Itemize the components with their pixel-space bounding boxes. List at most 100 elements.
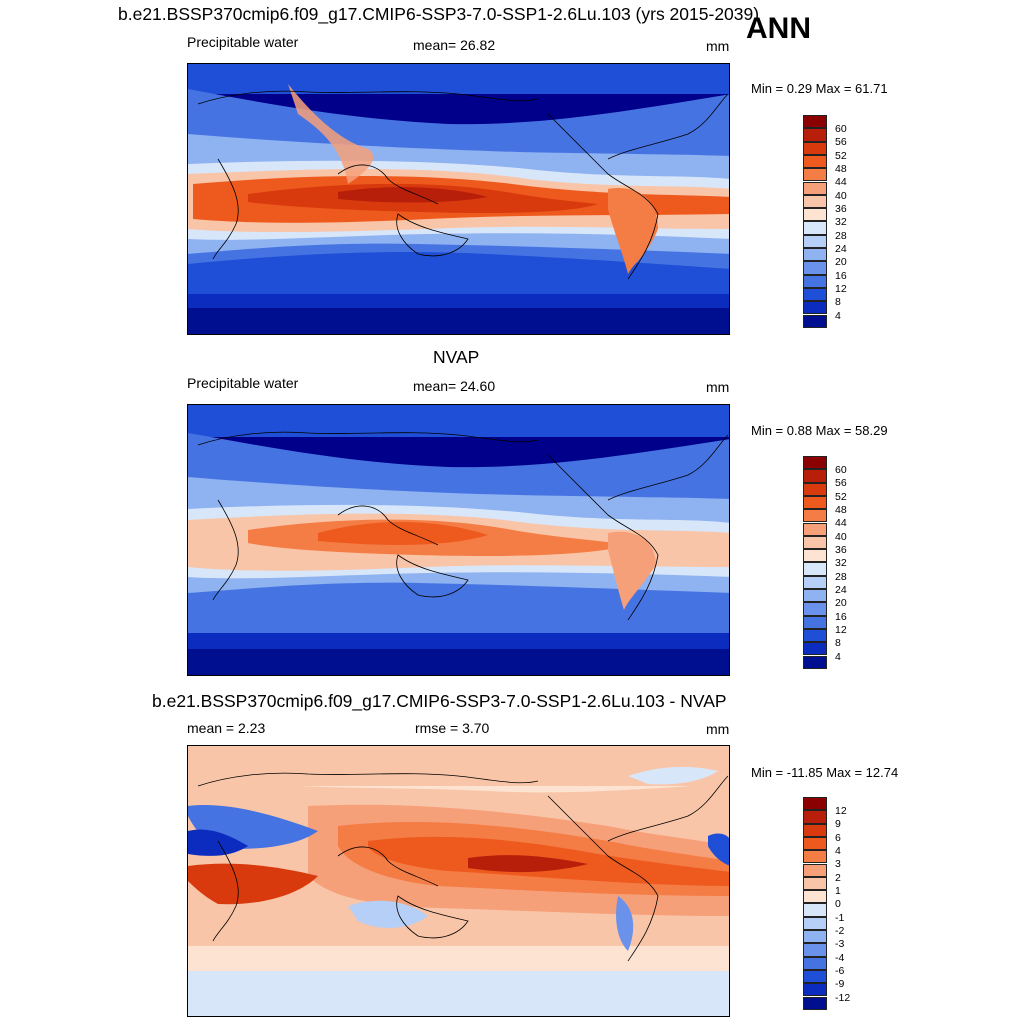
panel1-variable-label: Precipitable water	[187, 34, 299, 50]
colorbar-tick-label: 44	[835, 176, 847, 188]
colorbar-bin	[803, 850, 827, 864]
panel3-title: b.e21.BSSP370cmip6.f09_g17.CMIP6-SSP3-7.…	[152, 691, 727, 711]
colorbar-tick-label: -1	[835, 912, 845, 924]
colorbar-bin	[803, 181, 827, 195]
colorbar-bin	[803, 589, 827, 603]
colorbar-bin	[803, 234, 827, 248]
colorbar-tick-label: 8	[835, 637, 841, 649]
colorbar-tick-label: 2	[835, 872, 841, 884]
colorbar-bin	[803, 261, 827, 275]
colorbar-tick-label: 32	[835, 557, 847, 569]
colorbar-bin	[803, 274, 827, 288]
colorbar-bin	[803, 194, 827, 209]
colorbar-bin	[803, 602, 827, 616]
colorbar-bin	[803, 615, 827, 629]
colorbar-tick-label: 0	[835, 898, 841, 910]
colorbar-bin	[803, 115, 827, 129]
colorbar-tick-label: -4	[835, 952, 845, 964]
colorbar-bin	[803, 456, 827, 470]
colorbar-tick-label: 4	[835, 651, 841, 663]
colorbar-tick-label: 52	[835, 491, 847, 503]
colorbar-bin	[803, 916, 827, 930]
colorbar-tick-label: 1	[835, 885, 841, 897]
colorbar-bin	[803, 128, 827, 142]
colorbar-bin	[803, 535, 827, 550]
colorbar-tick-label: 28	[835, 230, 847, 242]
colorbar-tick-label: 36	[835, 203, 847, 215]
colorbar-bin	[803, 863, 827, 877]
panel2-map-field	[188, 405, 729, 675]
colorbar-bin	[803, 141, 827, 155]
colorbar-bin	[803, 983, 827, 997]
panel3-map-field	[188, 746, 729, 1016]
panel1-minmax: Min = 0.29 Max = 61.71	[751, 81, 888, 96]
colorbar-tick-label: 60	[835, 123, 847, 135]
colorbar-bin	[803, 562, 827, 576]
colorbar-tick-label: 20	[835, 597, 847, 609]
colorbar-tick-label: 12	[835, 805, 847, 817]
panel3-mean-label: mean = 2.23	[187, 720, 266, 736]
colorbar-bin	[803, 810, 827, 824]
colorbar-tick-label: -6	[835, 965, 845, 977]
colorbar-bin	[803, 301, 827, 315]
colorbar-tick-label: 9	[835, 818, 841, 830]
colorbar-tick-label: 24	[835, 243, 847, 255]
panel2-title: NVAP	[433, 347, 480, 367]
colorbar-bin	[803, 509, 827, 523]
panel2-minmax: Min = 0.88 Max = 58.29	[751, 423, 888, 438]
colorbar-tick-label: 16	[835, 270, 847, 282]
colorbar-tick-label: 36	[835, 544, 847, 556]
colorbar-tick-label: 48	[835, 504, 847, 516]
colorbar-tick-label: 12	[835, 283, 847, 295]
colorbar-bin	[803, 208, 827, 222]
panel3-map	[187, 745, 730, 1017]
colorbar-tick-label: 40	[835, 190, 847, 202]
colorbar-tick-label: 32	[835, 216, 847, 228]
panel1-map	[187, 63, 730, 335]
panel2-mean-label: mean= 24.60	[413, 378, 496, 394]
colorbar-bin	[803, 168, 827, 182]
colorbar-bin	[803, 549, 827, 563]
colorbar-tick-label: 56	[835, 136, 847, 148]
colorbar-tick-label: 20	[835, 256, 847, 268]
colorbar-bin	[803, 482, 827, 496]
colorbar-bin	[803, 314, 827, 328]
colorbar-bin	[803, 642, 827, 656]
colorbar-bin	[803, 221, 827, 235]
colorbar-tick-label: 16	[835, 611, 847, 623]
colorbar-tick-label: 6	[835, 832, 841, 844]
colorbar-tick-label: 4	[835, 845, 841, 857]
colorbar-tick-label: -9	[835, 978, 845, 990]
colorbar-tick-label: 40	[835, 531, 847, 543]
colorbar-tick-label: -3	[835, 938, 845, 950]
colorbar-bin	[803, 495, 827, 510]
colorbar-tick-label: 12	[835, 624, 847, 636]
panel1-units-label: mm	[706, 38, 730, 54]
panel2-map	[187, 404, 730, 676]
colorbar-bin	[803, 890, 827, 904]
colorbar-bin	[803, 956, 827, 970]
panel2-units-label: mm	[706, 379, 730, 395]
colorbar-bin	[803, 996, 827, 1010]
colorbar-tick-label: 3	[835, 858, 841, 870]
panel2-variable-label: Precipitable water	[187, 375, 299, 391]
colorbar-tick-label: 48	[835, 163, 847, 175]
colorbar-bin	[803, 287, 827, 302]
panel1-mean-label: mean= 26.82	[413, 37, 496, 53]
panel3-rmse-label: rmse = 3.70	[415, 720, 490, 736]
colorbar-tick-label: 4	[835, 310, 841, 322]
colorbar-tick-label: -2	[835, 925, 845, 937]
colorbar-bin	[803, 930, 827, 944]
colorbar-bin	[803, 248, 827, 262]
colorbar-bin	[803, 876, 827, 891]
colorbar-bin	[803, 969, 827, 984]
colorbar-tick-label: 24	[835, 584, 847, 596]
colorbar-bin	[803, 836, 827, 851]
colorbar-bin	[803, 522, 827, 536]
season-label: ANN	[746, 12, 811, 45]
colorbar-tick-label: 60	[835, 464, 847, 476]
colorbar-bin	[803, 903, 827, 917]
colorbar-bin	[803, 797, 827, 811]
colorbar-tick-label: 44	[835, 517, 847, 529]
colorbar-tick-label: 28	[835, 571, 847, 583]
